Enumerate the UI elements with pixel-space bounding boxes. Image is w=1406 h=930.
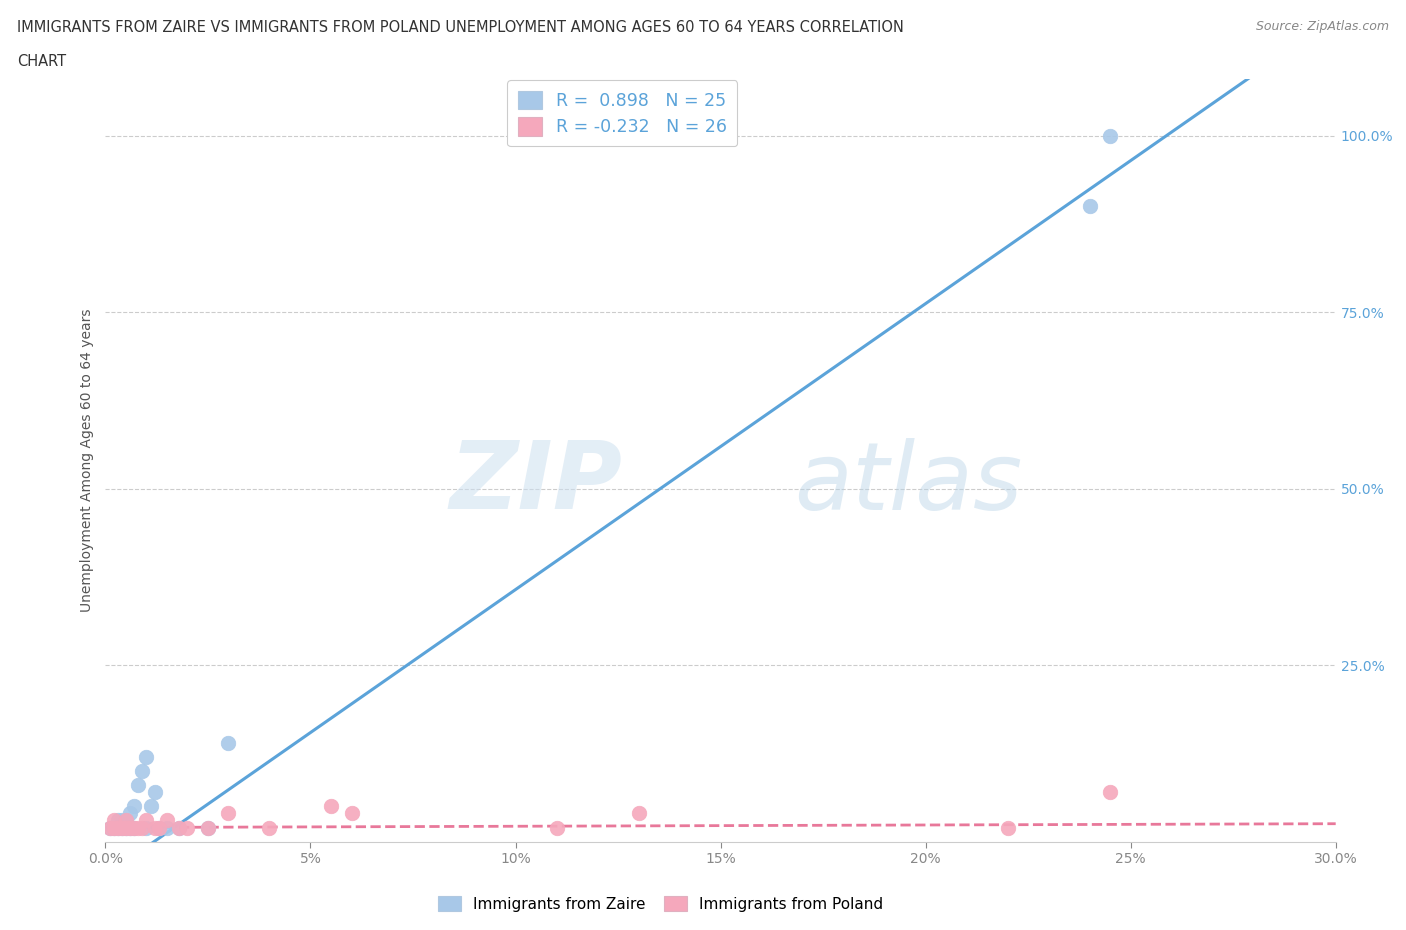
Point (127, 777, 149, 792)
Point (135, 750, 157, 764)
Point (1099, 785, 1122, 800)
Point (111, 820, 134, 835)
Point (103, 813, 125, 828)
Point (131, 820, 153, 835)
Point (135, 820, 157, 835)
Text: ZIP: ZIP (450, 437, 621, 529)
Point (197, 820, 219, 835)
Text: Source: ZipAtlas.com: Source: ZipAtlas.com (1256, 20, 1389, 33)
Point (115, 813, 138, 828)
Point (319, 799, 342, 814)
Point (103, 820, 125, 835)
Point (103, 820, 125, 835)
Point (627, 806, 650, 821)
Point (107, 813, 129, 828)
Point (127, 820, 149, 835)
Point (111, 813, 134, 828)
Point (122, 820, 145, 835)
Point (1078, 199, 1101, 214)
Point (156, 813, 179, 828)
Point (197, 820, 219, 835)
Point (169, 820, 191, 835)
Point (169, 820, 191, 835)
Point (107, 820, 129, 835)
Point (997, 820, 1019, 835)
Point (143, 785, 166, 800)
Point (120, 806, 141, 821)
Point (120, 820, 141, 835)
Point (156, 820, 179, 835)
Text: atlas: atlas (794, 438, 1022, 529)
Point (135, 813, 157, 828)
Point (148, 820, 170, 835)
Point (340, 806, 363, 821)
Text: CHART: CHART (17, 54, 66, 69)
Point (218, 806, 240, 821)
Point (111, 820, 134, 835)
Point (122, 820, 145, 835)
Point (139, 799, 162, 814)
Point (120, 820, 141, 835)
Point (176, 820, 198, 835)
Point (546, 820, 568, 835)
Point (148, 820, 170, 835)
Point (115, 813, 138, 828)
Point (218, 736, 240, 751)
Point (115, 820, 138, 835)
Point (131, 764, 153, 778)
Text: IMMIGRANTS FROM ZAIRE VS IMMIGRANTS FROM POLAND UNEMPLOYMENT AMONG AGES 60 TO 64: IMMIGRANTS FROM ZAIRE VS IMMIGRANTS FROM… (17, 20, 904, 35)
Point (98, 820, 121, 835)
Y-axis label: Unemployment Among Ages 60 to 64 years: Unemployment Among Ages 60 to 64 years (80, 309, 94, 612)
Point (122, 799, 145, 814)
Point (115, 820, 138, 835)
Point (98, 820, 121, 835)
Point (1099, 128, 1122, 143)
Legend: Immigrants from Zaire, Immigrants from Poland: Immigrants from Zaire, Immigrants from P… (432, 889, 890, 918)
Point (143, 820, 166, 835)
Point (259, 820, 281, 835)
Point (107, 820, 129, 835)
Legend: R =  0.898   N = 25, R = -0.232   N = 26: R = 0.898 N = 25, R = -0.232 N = 26 (508, 80, 737, 146)
